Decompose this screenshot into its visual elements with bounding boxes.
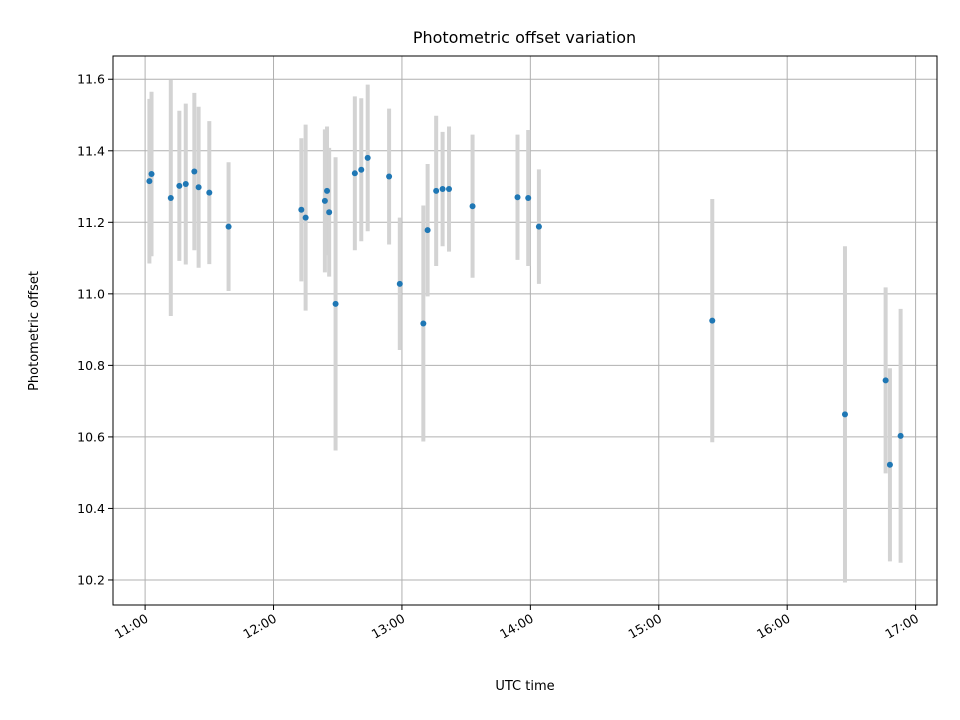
data-point <box>424 227 431 234</box>
data-point <box>324 187 331 194</box>
plot-frame <box>112 55 938 606</box>
data-point <box>332 300 339 307</box>
data-point <box>420 320 427 327</box>
x-tick-label: 17:00 <box>882 611 921 642</box>
chart-title: Photometric offset variation <box>413 28 636 47</box>
data-point <box>897 432 904 439</box>
data-point <box>182 181 189 188</box>
data-point <box>439 186 446 193</box>
data-point <box>514 194 521 201</box>
data-point <box>525 194 532 201</box>
data-point <box>225 223 232 230</box>
y-tick-label: 10.4 <box>77 501 105 516</box>
x-axis-label: UTC time <box>495 679 554 694</box>
data-point <box>358 166 365 173</box>
data-point <box>386 173 393 180</box>
data-point <box>167 194 174 201</box>
y-tick-label: 11.4 <box>77 143 105 158</box>
y-tick-label: 10.8 <box>77 358 105 373</box>
y-tick-label: 11.6 <box>77 72 105 87</box>
data-point <box>302 214 309 221</box>
data-points <box>146 154 904 468</box>
data-point <box>469 203 476 210</box>
axis-ticks: 11:00 12:00 13:00 14:00 15:00 16:00 17:00 10.2 1… <box>77 72 921 642</box>
data-point <box>176 182 183 189</box>
y-tick-label: 10.2 <box>77 572 105 587</box>
x-tick-label: 12:00 <box>240 611 279 642</box>
data-point <box>433 187 440 194</box>
x-tick-label: 13:00 <box>369 611 408 642</box>
x-tick-label: 14:00 <box>497 611 536 642</box>
y-tick-label: 11.0 <box>77 286 105 301</box>
y-axis-label: Photometric offset <box>27 271 42 391</box>
y-tick-label: 10.6 <box>77 429 105 444</box>
data-point <box>206 189 213 196</box>
data-point <box>364 154 371 161</box>
x-tick-label: 15:00 <box>626 611 665 642</box>
data-point <box>535 223 542 230</box>
data-point <box>351 170 358 177</box>
data-point <box>886 461 893 468</box>
data-point <box>709 317 716 324</box>
data-point <box>146 178 153 185</box>
data-point <box>191 168 198 175</box>
data-point <box>446 186 453 193</box>
y-tick-label: 11.2 <box>77 215 105 230</box>
grid-lines <box>113 56 937 605</box>
data-point <box>841 411 848 418</box>
data-point <box>195 184 202 191</box>
data-point <box>882 377 889 384</box>
error-bars <box>147 79 903 583</box>
data-point <box>298 206 305 213</box>
data-point <box>326 209 333 216</box>
x-tick-label: 11:00 <box>112 611 151 642</box>
data-point <box>321 197 328 204</box>
data-point <box>396 280 403 287</box>
x-tick-label: 16:00 <box>754 611 793 642</box>
data-point <box>148 171 155 178</box>
